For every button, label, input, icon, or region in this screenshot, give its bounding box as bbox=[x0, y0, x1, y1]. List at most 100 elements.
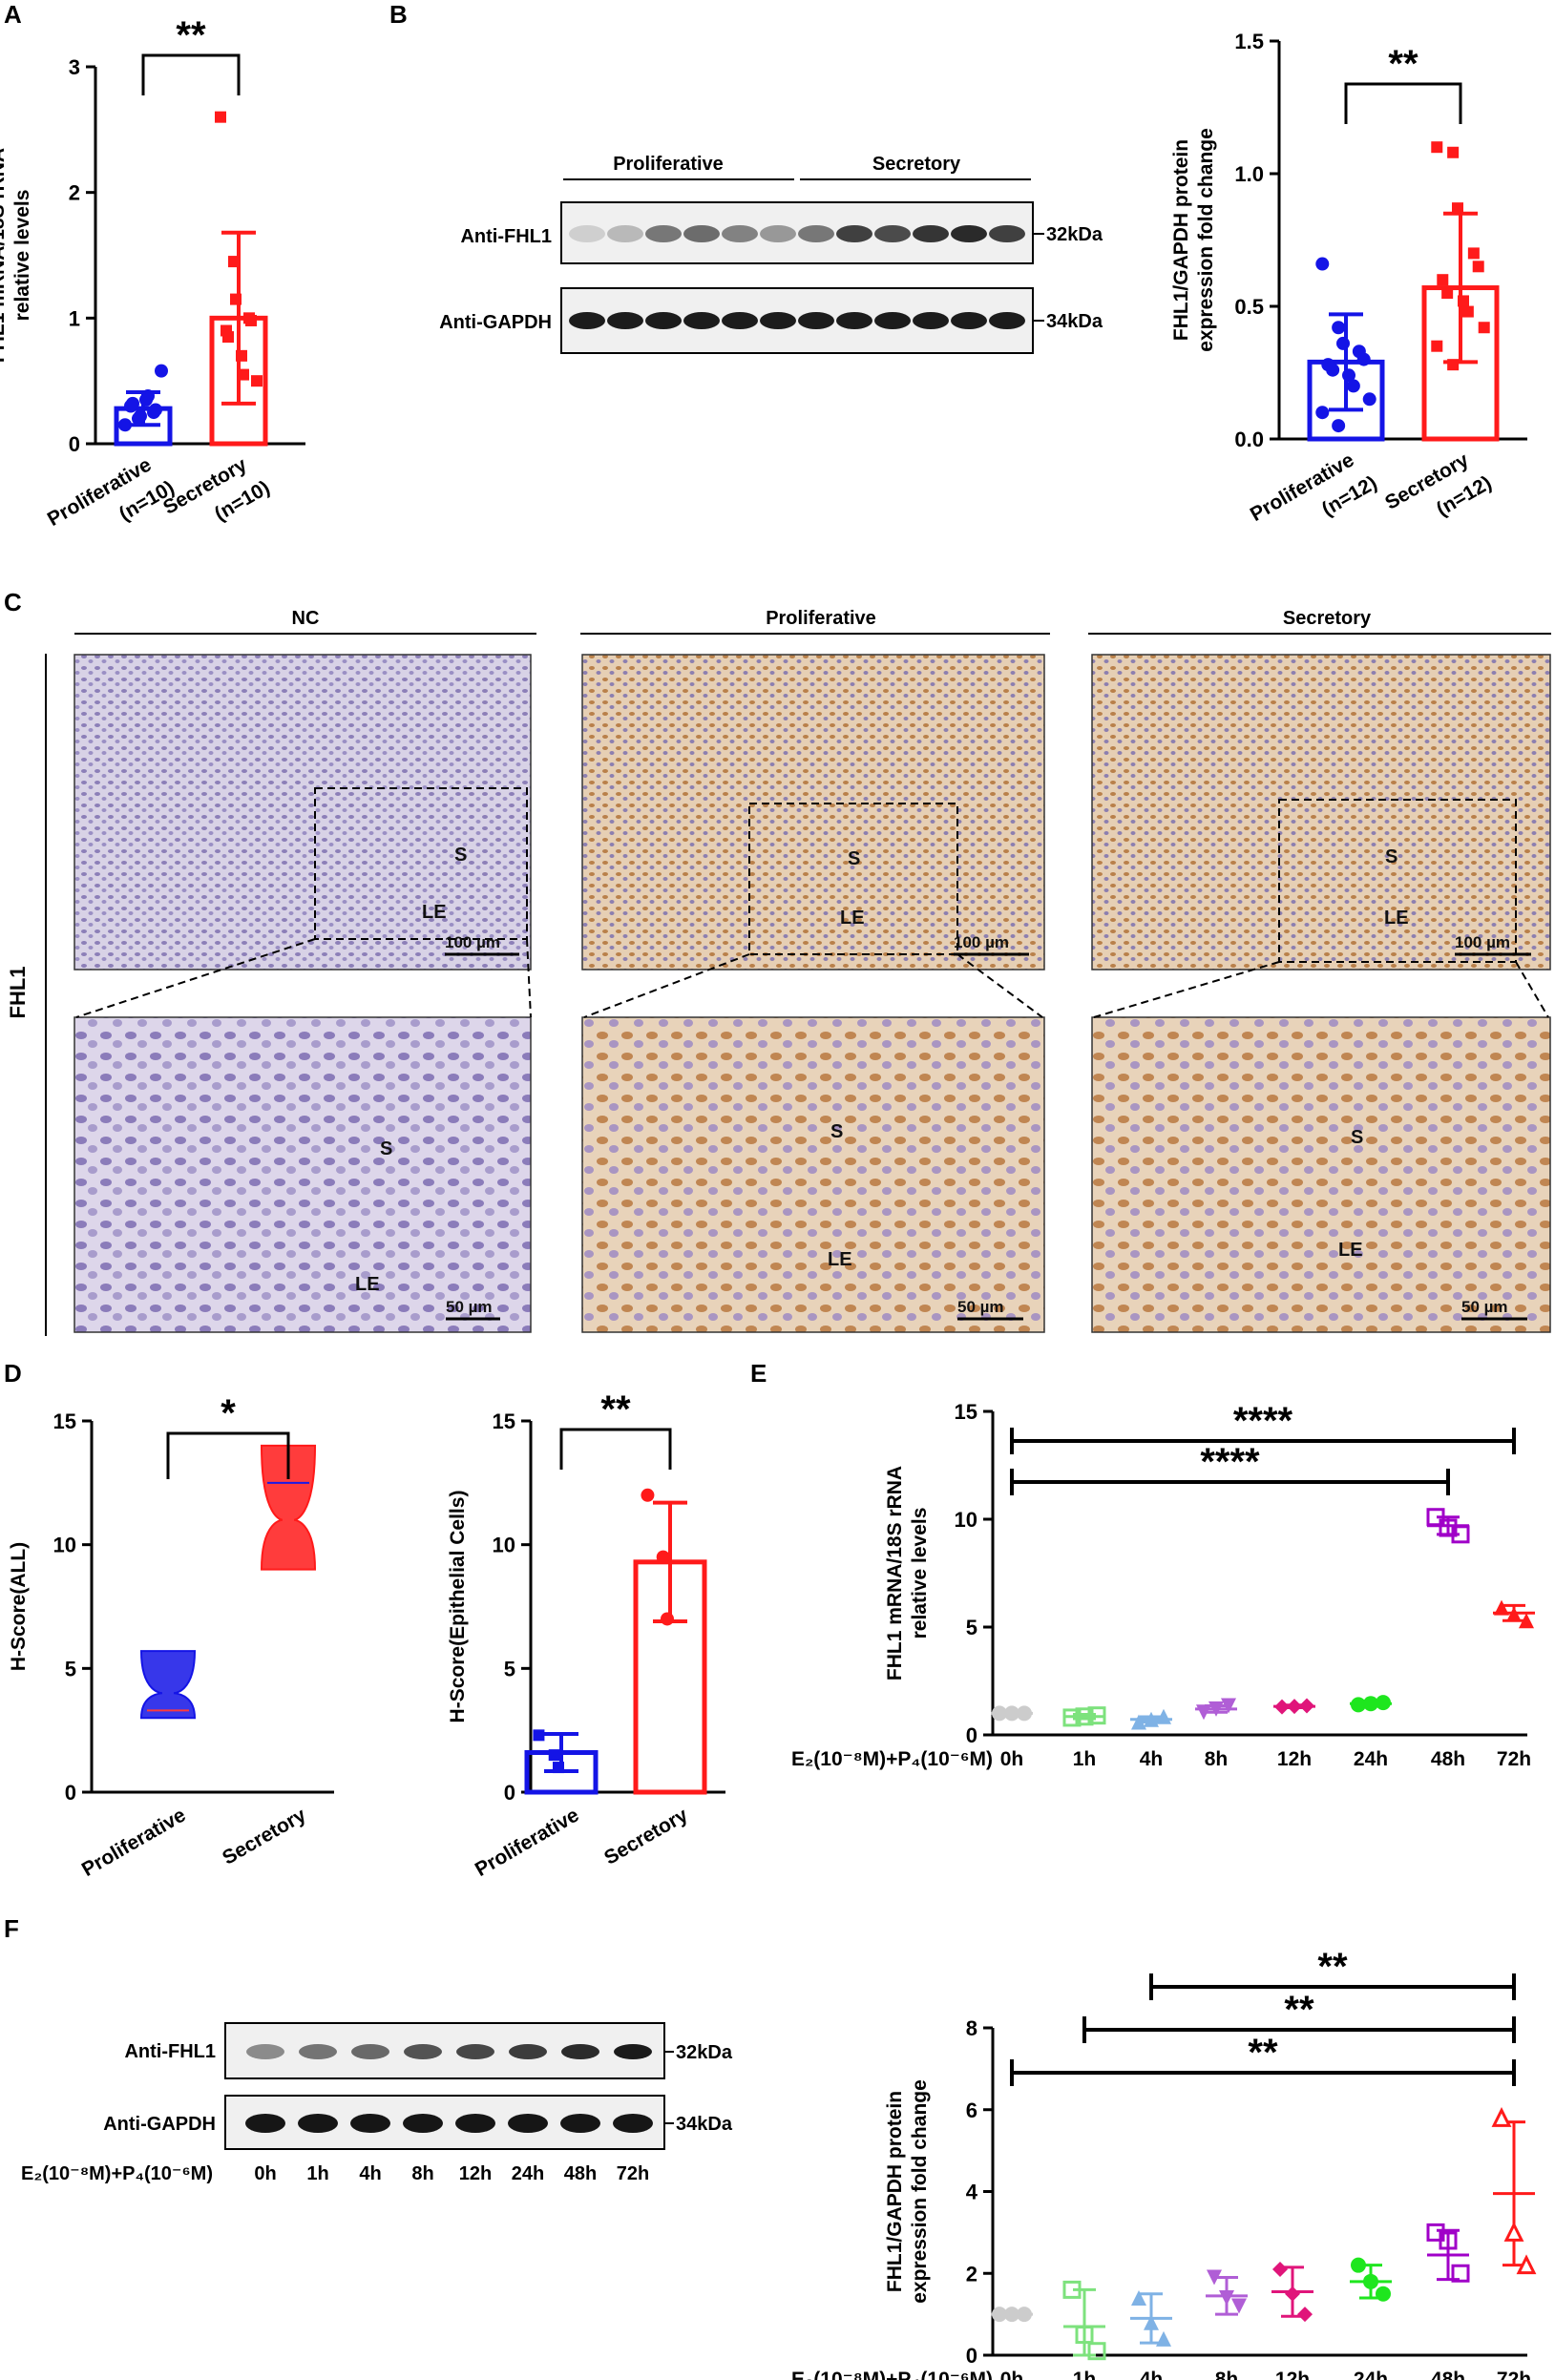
blot-band-gapdh bbox=[989, 312, 1025, 329]
data-point bbox=[215, 111, 226, 123]
blot-b-size-32kda: 32kDa bbox=[1046, 224, 1103, 245]
blot-band-gapdh bbox=[350, 2114, 390, 2133]
data-point bbox=[118, 418, 132, 432]
data-point bbox=[1447, 146, 1460, 158]
blot-band-fhl1 bbox=[351, 2044, 389, 2059]
data-point bbox=[1516, 2254, 1537, 2275]
significance-label: * bbox=[221, 1392, 236, 1434]
data-point bbox=[1315, 257, 1330, 271]
ihc-label-le: LE bbox=[422, 902, 447, 923]
ihc-zoom-box-nc bbox=[314, 787, 528, 940]
data-point bbox=[134, 409, 147, 424]
data-point bbox=[1144, 1711, 1159, 1727]
blot-band-fhl1 bbox=[404, 2044, 442, 2059]
data-point bbox=[230, 293, 242, 305]
y-axis-label: FHL1/GAPDH protein bbox=[1170, 139, 1192, 341]
data-point bbox=[1376, 1695, 1391, 1711]
data-point bbox=[245, 314, 257, 326]
data-point bbox=[1431, 340, 1443, 352]
y-tick-label: 1.0 bbox=[1234, 162, 1264, 186]
data-point bbox=[1131, 1714, 1146, 1730]
ihc-scale-bottom: 50 µm bbox=[1461, 1298, 1508, 1316]
data-point bbox=[126, 396, 139, 410]
blot-f-size-34kda: 34kDa bbox=[676, 2114, 733, 2135]
data-point bbox=[1075, 2326, 1094, 2345]
data-point bbox=[992, 1705, 1007, 1722]
significance-label: ** bbox=[1284, 1989, 1314, 2031]
blot-band-gapdh bbox=[569, 312, 605, 329]
x-category-label: 24h bbox=[1354, 1748, 1388, 1770]
x-category-label: 24h bbox=[1354, 2369, 1388, 2380]
data-point bbox=[1336, 336, 1350, 350]
blot-b-bands bbox=[569, 225, 1025, 329]
blot-band-gapdh bbox=[836, 312, 872, 329]
blot-band-gapdh bbox=[560, 2114, 600, 2133]
data-point bbox=[1346, 379, 1360, 393]
data-point bbox=[1467, 247, 1480, 260]
blot-band-fhl1 bbox=[836, 225, 872, 242]
data-point bbox=[548, 1749, 560, 1762]
data-point bbox=[222, 331, 234, 344]
x-category-label: 1h bbox=[1073, 1748, 1097, 1770]
chart-d-hscore-epithelial-bar: 0 5 10 15 H-Score(Epithelial Cells) ** Prolife… bbox=[447, 1388, 725, 1881]
data-point bbox=[1451, 1525, 1470, 1544]
panel-letter-c: C bbox=[4, 588, 22, 616]
y-tick-label: 0.0 bbox=[1234, 428, 1264, 451]
significance-bracket bbox=[1344, 82, 1462, 124]
blot-band-fhl1 bbox=[722, 225, 758, 242]
data-point bbox=[1356, 352, 1371, 366]
ihc-scale-top: 100 µm bbox=[954, 933, 1009, 951]
data-point bbox=[1297, 2307, 1313, 2323]
blot-band-gapdh bbox=[613, 2114, 653, 2133]
ihc-label-s: S bbox=[830, 1121, 843, 1142]
y-tick-label: 0 bbox=[966, 2344, 977, 2368]
data-point bbox=[1087, 1706, 1106, 1725]
data-point bbox=[149, 403, 162, 417]
blot-band-fhl1 bbox=[456, 2044, 494, 2059]
blot-band-fhl1 bbox=[874, 225, 911, 242]
data-point bbox=[1491, 2106, 1512, 2127]
data-point bbox=[228, 256, 240, 268]
y-axis-label: relative levels bbox=[909, 1508, 931, 1639]
data-point bbox=[1017, 2307, 1032, 2323]
x-category-label: 72h bbox=[1497, 1748, 1531, 1770]
blot-band-fhl1 bbox=[951, 225, 987, 242]
blot-lane-label: 48h bbox=[564, 2163, 597, 2184]
panel-letter-e: E bbox=[750, 1359, 767, 1388]
data-point bbox=[1315, 406, 1330, 420]
x-category-label: 8h bbox=[1205, 1748, 1229, 1770]
blot-b-label-fhl1: Anti-FHL1 bbox=[460, 226, 552, 247]
y-tick-label: 8 bbox=[966, 2016, 977, 2040]
ihc-image-secretory-low bbox=[1091, 654, 1551, 971]
blot-f-lane-labels: 0h 1h 4h 8h 12h 24h 48h 72h bbox=[254, 2163, 649, 2184]
chart-d-hscore-all-violin: 0 5 10 15 H-Score(ALL) * Proliferative Secretor… bbox=[8, 1392, 334, 1881]
chart-b-protein-bar: 0.0 0.5 1.0 1.5 FHL1/GAPDH protein expression… bbox=[1170, 30, 1527, 526]
data-point bbox=[1087, 2342, 1106, 2361]
blot-band-gapdh bbox=[455, 2114, 495, 2133]
data-point bbox=[1272, 2261, 1288, 2277]
blot-band-gapdh bbox=[683, 312, 720, 329]
data-point bbox=[141, 388, 155, 403]
data-point bbox=[1472, 261, 1484, 273]
y-tick-label: 10 bbox=[493, 1534, 515, 1557]
blot-band-fhl1 bbox=[299, 2044, 337, 2059]
blot-band-gapdh bbox=[798, 312, 834, 329]
blot-f-label-gapdh: Anti-GAPDH bbox=[103, 2114, 216, 2135]
y-tick-label: 2 bbox=[966, 2262, 977, 2286]
y-tick-label: 1.5 bbox=[1234, 30, 1264, 53]
ihc-image-nc-high bbox=[74, 1016, 532, 1333]
y-tick-label: 1 bbox=[69, 306, 80, 330]
blot-lane-label: 0h bbox=[254, 2163, 276, 2184]
ihc-zoom-box-proliferative bbox=[748, 803, 958, 955]
data-point bbox=[1156, 1708, 1171, 1724]
y-axis-label: H-Score(ALL) bbox=[8, 1542, 30, 1671]
data-point bbox=[1219, 2289, 1234, 2306]
y-tick-label: 5 bbox=[65, 1657, 76, 1681]
ihc-label-le: LE bbox=[1338, 1240, 1363, 1261]
y-tick-label: 3 bbox=[69, 55, 80, 79]
violin bbox=[260, 1444, 317, 1571]
blot-lane-label: 4h bbox=[359, 2163, 381, 2184]
ihc-image-nc-low bbox=[74, 654, 532, 971]
blot-band-fhl1 bbox=[683, 225, 720, 242]
